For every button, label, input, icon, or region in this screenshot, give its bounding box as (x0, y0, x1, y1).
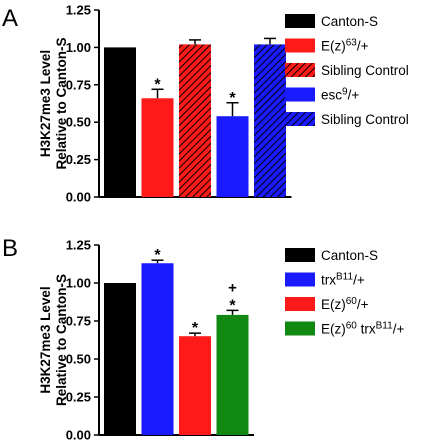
legend-label: E(z)60/+ (321, 296, 369, 312)
legend-text: Sibling Control (321, 63, 409, 78)
legend-label: Sibling Control (321, 112, 409, 127)
y-tick-label: 1.25 (66, 238, 91, 253)
bar (104, 283, 136, 435)
legend-label: Canton-S (321, 14, 378, 29)
legend-swatch (285, 14, 315, 28)
bar (216, 314, 249, 435)
y-tick-label: 0.75 (66, 314, 91, 329)
legend-text: Sibling Control (321, 112, 409, 127)
y-tick-label: 1.00 (66, 40, 91, 55)
y-axis-label: H3K27me3 LevelRelative to Canton-S (38, 37, 69, 169)
legend-text: trx (321, 273, 336, 288)
y-tick-label: 1.25 (66, 3, 91, 18)
y-tick-label: 0.25 (66, 152, 91, 167)
legend-text: Canton-S (321, 248, 378, 263)
legend-swatch (285, 87, 315, 102)
legend-text: /+ (348, 88, 360, 103)
legend-text: /+ (357, 39, 369, 54)
significance-mark: * (192, 320, 199, 337)
bar (254, 44, 286, 197)
legend-superscript: B11 (376, 321, 393, 332)
legend-label: trxB11/+ (321, 272, 365, 288)
legend-label: E(z)60 trxB11/+ (321, 321, 404, 337)
legend-label: Sibling Control (321, 63, 409, 78)
legend-label: esc9/+ (321, 87, 359, 103)
bar (216, 116, 249, 197)
legend-text: /+ (393, 322, 405, 337)
y-axis-label: H3K27me3 LevelRelative to Canton-S (38, 274, 69, 406)
bar (179, 336, 211, 435)
bar (179, 44, 211, 197)
legend-text: /+ (357, 297, 369, 312)
legend-label: Canton-S (321, 248, 378, 263)
bar (141, 263, 174, 435)
legend-superscript: 63 (346, 38, 358, 49)
legend-text: E(z) (321, 322, 346, 337)
panel-label: A (2, 5, 18, 32)
legend-text: trx (357, 322, 376, 337)
bar (104, 47, 136, 198)
bar (141, 98, 174, 197)
y-tick-label: 0.50 (66, 115, 91, 130)
legend-text: Canton-S (321, 14, 378, 29)
panel-a: A H3K27me3 LevelRelative to Canton-S 0.00 0… (2, 3, 409, 205)
significance-mark: * (229, 297, 236, 314)
legend-text: E(z) (321, 297, 346, 312)
legend-superscript: 60 (346, 321, 358, 332)
legend-swatch (285, 321, 315, 336)
y-axis-label-line: Relative to Canton-S (54, 37, 69, 169)
significance-mark: * (229, 90, 236, 107)
y-axis-label-line: Relative to Canton-S (54, 274, 69, 406)
significance-mark: * (154, 247, 161, 264)
legend-superscript: 9 (342, 87, 348, 98)
legend-swatch (285, 112, 315, 126)
legend-text: E(z) (321, 39, 346, 54)
legend-superscript: 60 (346, 296, 358, 307)
y-tick-label: 0.75 (66, 77, 91, 92)
y-tick-label: 0.00 (66, 190, 91, 205)
panel-b: B H3K27me3 LevelRelative to Canton-S 0.00 0… (2, 235, 404, 443)
legend-swatch (285, 297, 315, 311)
legend-text: esc (321, 88, 342, 103)
legend-text: /+ (353, 273, 365, 288)
panel-label: B (2, 235, 18, 262)
legend-swatch (285, 248, 315, 262)
y-axis-label-line: H3K27me3 Level (38, 50, 53, 157)
legend-swatch (285, 272, 315, 287)
legend-swatch (285, 63, 315, 77)
significance-mark: + (228, 279, 237, 296)
legend-label: E(z)63/+ (321, 38, 369, 54)
y-tick-label: 0.25 (66, 390, 91, 405)
significance-mark: * (154, 76, 161, 93)
y-tick-label: 0.00 (66, 428, 91, 443)
y-tick-label: 1.00 (66, 276, 91, 291)
y-tick-label: 0.50 (66, 352, 91, 367)
y-axis-label-line: H3K27me3 Level (38, 286, 53, 393)
legend-swatch (285, 38, 315, 53)
legend-superscript: B11 (336, 272, 353, 283)
